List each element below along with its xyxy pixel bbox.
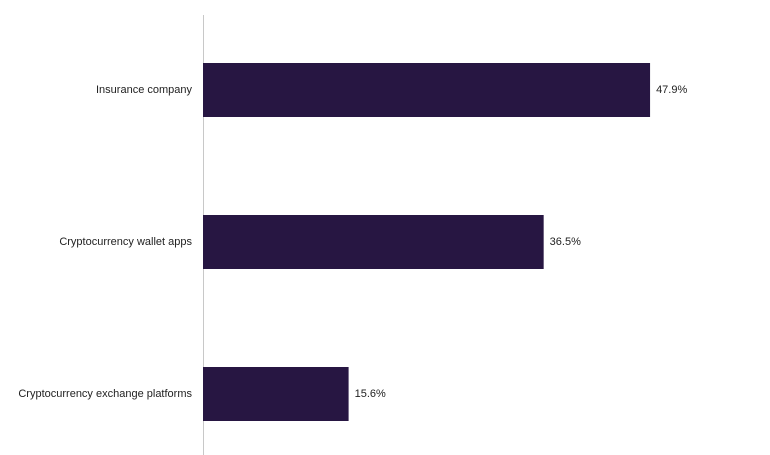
- category-label: Cryptocurrency wallet apps: [59, 236, 192, 248]
- bar: [203, 367, 349, 421]
- category-label: Cryptocurrency exchange platforms: [18, 388, 192, 400]
- value-label: 36.5%: [550, 236, 581, 248]
- value-label: 15.6%: [355, 388, 386, 400]
- value-label: 47.9%: [656, 84, 687, 96]
- bar: [203, 215, 544, 269]
- bar: [203, 63, 651, 117]
- category-label: Insurance company: [96, 84, 192, 96]
